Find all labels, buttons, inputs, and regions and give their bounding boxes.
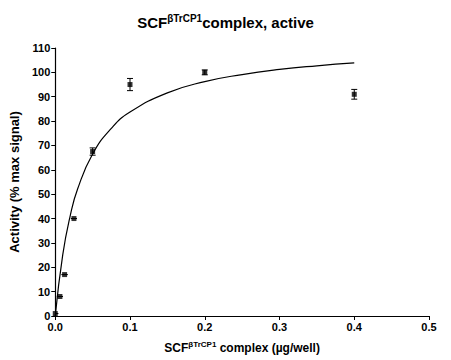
svg-text:0.1: 0.1 bbox=[122, 321, 137, 333]
svg-text:70: 70 bbox=[38, 139, 50, 151]
svg-text:Activity (% max signal): Activity (% max signal) bbox=[7, 111, 22, 253]
svg-text:βTrCP1: βTrCP1 bbox=[188, 340, 217, 349]
svg-text:60: 60 bbox=[38, 164, 50, 176]
svg-text:40: 40 bbox=[38, 213, 50, 225]
svg-text:0.5: 0.5 bbox=[421, 321, 436, 333]
svg-text:βTrCP1: βTrCP1 bbox=[167, 13, 202, 24]
svg-text:90: 90 bbox=[38, 91, 50, 103]
svg-text:10: 10 bbox=[38, 286, 50, 298]
svg-text:0.3: 0.3 bbox=[272, 321, 287, 333]
svg-text:0.0: 0.0 bbox=[48, 321, 63, 333]
svg-text:SCF: SCF bbox=[137, 14, 167, 31]
svg-text:110: 110 bbox=[33, 42, 51, 54]
svg-text:complex, active: complex, active bbox=[202, 14, 314, 31]
svg-text:80: 80 bbox=[38, 115, 50, 127]
svg-text:SCF: SCF bbox=[164, 341, 188, 355]
svg-text:0: 0 bbox=[44, 310, 51, 322]
svg-text:20: 20 bbox=[38, 261, 50, 273]
svg-text:0.4: 0.4 bbox=[347, 321, 363, 333]
svg-text:complex (µg/well): complex (µg/well) bbox=[216, 341, 320, 355]
svg-text:100: 100 bbox=[32, 66, 50, 78]
svg-text:0.2: 0.2 bbox=[197, 321, 212, 333]
svg-text:30: 30 bbox=[38, 237, 50, 249]
svg-text:50: 50 bbox=[38, 188, 50, 200]
